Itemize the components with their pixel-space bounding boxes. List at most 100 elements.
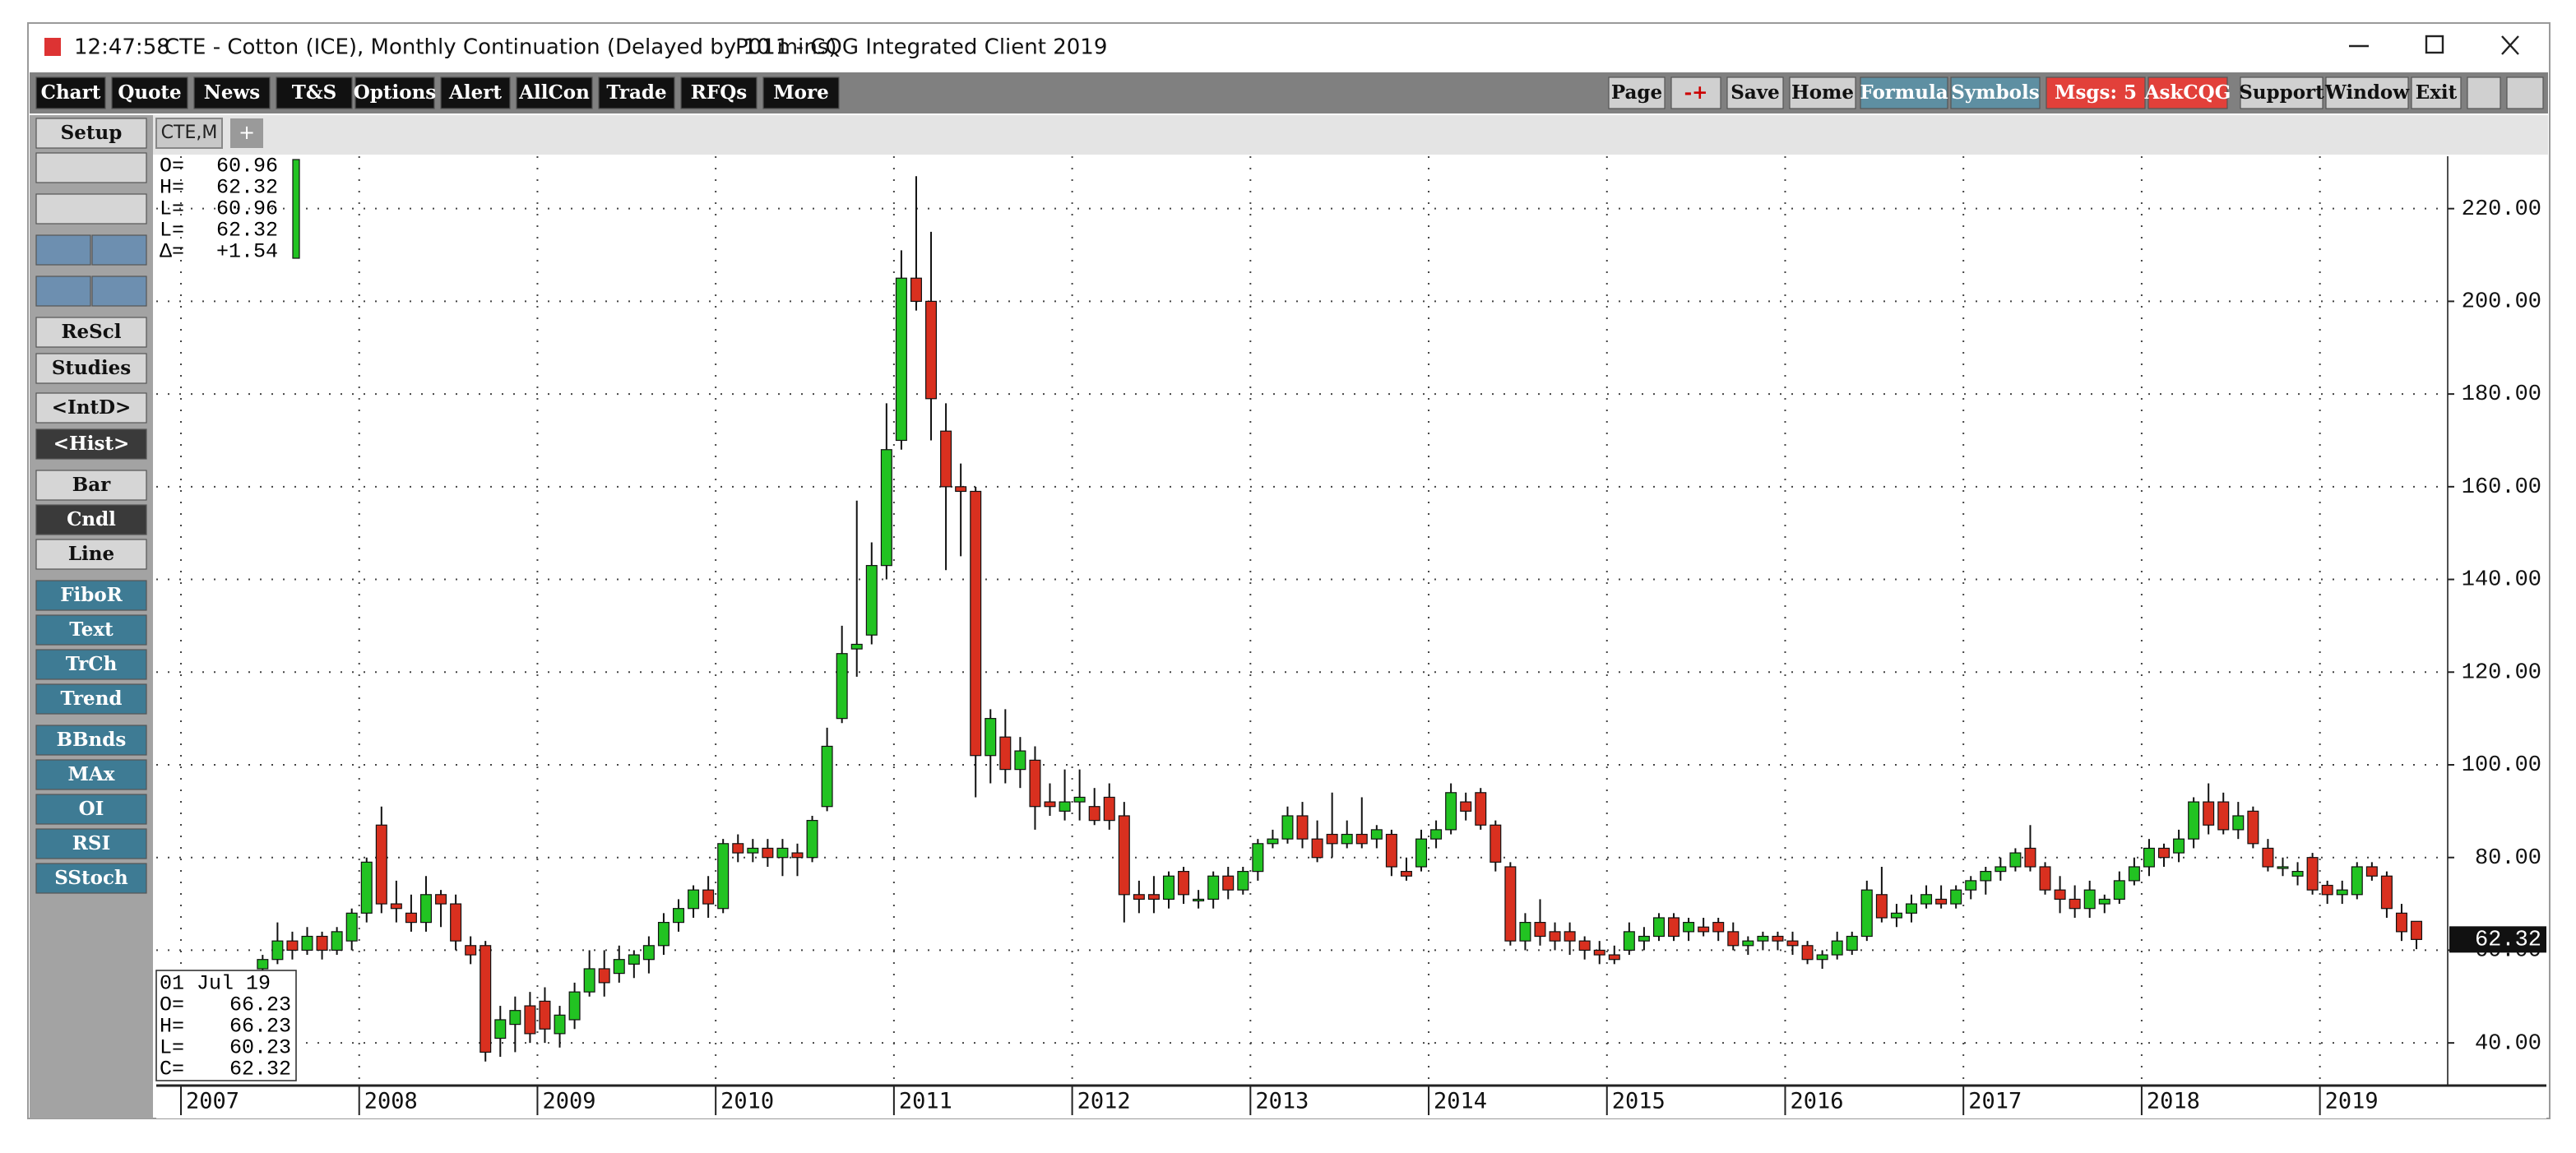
sidebar-button-label[interactable]: BBnds bbox=[57, 729, 127, 751]
toolbar-button[interactable] bbox=[193, 76, 271, 109]
toolbar-button[interactable] bbox=[1608, 76, 1666, 109]
toolbar-button[interactable] bbox=[354, 76, 435, 109]
toolbar-button[interactable] bbox=[2325, 76, 2409, 109]
sidebar-button-label[interactable]: Studies bbox=[52, 357, 131, 379]
toolbar-button-label[interactable]: Page bbox=[1611, 81, 1662, 104]
toolbar-button-label[interactable]: -+ bbox=[1684, 81, 1708, 104]
candle-body bbox=[1445, 792, 1457, 831]
sidebar-button[interactable] bbox=[35, 759, 147, 790]
candle-body bbox=[509, 1010, 521, 1026]
scale-button[interactable] bbox=[91, 234, 147, 266]
toolbar-button[interactable] bbox=[2411, 76, 2462, 109]
toolbar-button[interactable] bbox=[1789, 76, 1856, 109]
sidebar-button-label[interactable]: MAx bbox=[67, 763, 114, 785]
sidebar-button[interactable] bbox=[35, 580, 147, 611]
color-button[interactable] bbox=[35, 193, 147, 225]
candle-body bbox=[2128, 866, 2140, 882]
toolbar-button[interactable] bbox=[1726, 76, 1784, 109]
toolbar-button-label[interactable]: Trade bbox=[606, 81, 666, 104]
candle-body bbox=[419, 894, 432, 924]
chart-tab[interactable] bbox=[155, 118, 223, 149]
toolbar-button-label[interactable]: Options bbox=[354, 81, 437, 104]
toolbar-button-label[interactable]: More bbox=[773, 81, 829, 104]
sidebar-button-label[interactable]: FiboR bbox=[60, 584, 123, 606]
scale-button[interactable] bbox=[35, 276, 91, 307]
add-tab-label[interactable]: + bbox=[239, 121, 255, 144]
toolbar-button-label[interactable]: Symbols bbox=[1951, 81, 2039, 104]
sidebar-button-label[interactable]: <Hist> bbox=[53, 433, 130, 455]
toolbar-button[interactable] bbox=[680, 76, 758, 109]
toolbar-button-label[interactable]: Support bbox=[2239, 81, 2324, 104]
quote-value: 62.32 bbox=[216, 219, 278, 243]
toolbar-button-label[interactable]: AllCon bbox=[518, 81, 590, 104]
sidebar-button[interactable] bbox=[35, 828, 147, 859]
sidebar-button-label[interactable]: <IntD> bbox=[52, 396, 132, 419]
toolbar-button[interactable] bbox=[516, 76, 593, 109]
toolbar-button[interactable] bbox=[276, 76, 353, 109]
sidebar-button[interactable] bbox=[35, 863, 147, 894]
sidebar-button-label[interactable]: Bar bbox=[72, 474, 111, 496]
sidebar-button[interactable] bbox=[35, 683, 147, 715]
toolbar-button-label[interactable]: Exit bbox=[2416, 81, 2458, 104]
sidebar-button-label[interactable]: TrCh bbox=[66, 653, 118, 675]
toolbar-button-label[interactable]: Window bbox=[2324, 81, 2410, 104]
sidebar-button-label[interactable]: Line bbox=[68, 543, 114, 565]
sidebar-button-label[interactable]: SStoch bbox=[54, 867, 128, 889]
close-chart-button[interactable] bbox=[2506, 76, 2544, 109]
sidebar-button-label[interactable]: OI bbox=[79, 798, 104, 820]
toolbar-button[interactable] bbox=[1670, 76, 1721, 109]
sidebar-button-label[interactable]: Text bbox=[69, 618, 114, 641]
sidebar-button[interactable] bbox=[35, 539, 147, 570]
restore-button[interactable] bbox=[2467, 76, 2501, 109]
toolbar-button[interactable] bbox=[598, 76, 675, 109]
print-button[interactable] bbox=[35, 152, 147, 183]
toolbar-button-label[interactable]: Save bbox=[1730, 81, 1780, 104]
toolbar-button[interactable] bbox=[35, 76, 106, 109]
sidebar-button[interactable] bbox=[35, 470, 147, 501]
toolbar-button-label[interactable]: Formula bbox=[1860, 81, 1948, 104]
toolbar-button-label[interactable]: Alert bbox=[448, 81, 502, 104]
quote-value: 60.96 bbox=[216, 155, 278, 178]
toolbar-button[interactable] bbox=[1860, 76, 1948, 109]
toolbar-button-label[interactable]: Msgs: 5 bbox=[2055, 81, 2137, 104]
sidebar-button-label[interactable]: ReScl bbox=[61, 321, 121, 343]
toolbar-button-label[interactable]: Chart bbox=[41, 81, 101, 104]
sidebar-button-label[interactable]: Trend bbox=[61, 688, 123, 710]
toolbar-button-label[interactable]: News bbox=[204, 81, 260, 104]
sidebar-button[interactable] bbox=[35, 392, 147, 424]
toolbar-button-label[interactable]: T&S bbox=[292, 81, 337, 104]
sidebar-button[interactable] bbox=[35, 317, 147, 348]
scale-button[interactable] bbox=[91, 276, 147, 307]
close-button[interactable] bbox=[2501, 35, 2519, 55]
sidebar-button[interactable] bbox=[35, 649, 147, 680]
toolbar-button-label[interactable]: Home bbox=[1791, 81, 1854, 104]
cursor-label: L= bbox=[160, 1036, 184, 1060]
sidebar-button[interactable] bbox=[35, 504, 147, 535]
sidebar-button[interactable] bbox=[35, 353, 147, 384]
toolbar-button[interactable] bbox=[2240, 76, 2323, 109]
toolbar-button-label[interactable]: Quote bbox=[118, 81, 181, 104]
toolbar-button[interactable] bbox=[1950, 76, 2041, 109]
sidebar-button[interactable] bbox=[35, 614, 147, 646]
sidebar-button-label[interactable]: RSI bbox=[72, 832, 110, 854]
sidebar-button[interactable] bbox=[35, 725, 147, 756]
candle-body bbox=[1460, 801, 1472, 812]
toolbar-button[interactable] bbox=[2147, 76, 2228, 109]
chart-tab-label[interactable]: CTE,M bbox=[161, 123, 218, 143]
sidebar-button-label[interactable]: Cndl bbox=[67, 508, 116, 530]
toolbar-button-label[interactable]: AskCQG bbox=[2144, 81, 2231, 104]
candle-body bbox=[1920, 894, 1933, 905]
scale-button[interactable] bbox=[35, 234, 91, 266]
sidebar-button[interactable] bbox=[35, 428, 147, 460]
sidebar-button[interactable] bbox=[35, 118, 147, 149]
toolbar-button[interactable] bbox=[762, 76, 840, 109]
add-tab[interactable] bbox=[230, 118, 263, 148]
toolbar-button[interactable] bbox=[440, 76, 511, 109]
toolbar-button-label[interactable]: RFQs bbox=[691, 81, 747, 104]
sidebar-button-label[interactable]: Setup bbox=[61, 122, 123, 144]
maximize-button[interactable] bbox=[2425, 35, 2444, 54]
toolbar-button[interactable] bbox=[111, 76, 188, 109]
toolbar-button[interactable] bbox=[2046, 76, 2146, 109]
sidebar-button[interactable] bbox=[35, 794, 147, 825]
